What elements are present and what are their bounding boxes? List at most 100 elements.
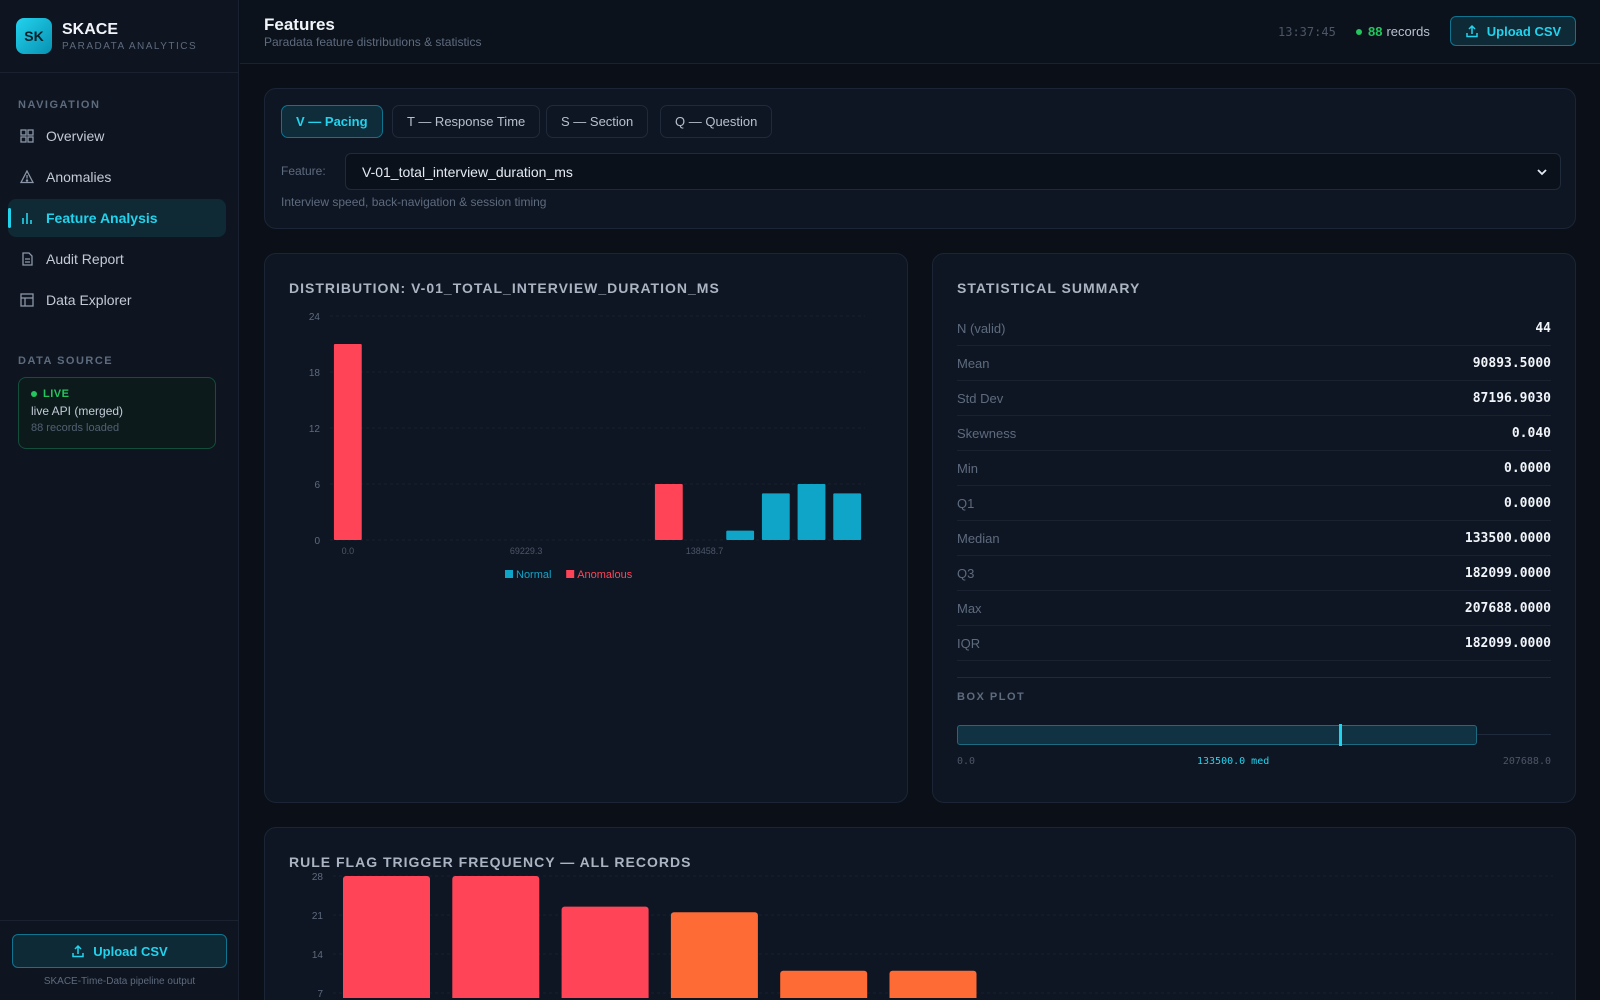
- legend-label: Normal: [516, 569, 551, 581]
- nav-label: Anomalies: [46, 169, 112, 185]
- upload-icon: [1465, 24, 1479, 38]
- rule-flag-bar: [889, 970, 977, 998]
- boxplot-median: 133500.0 med: [1197, 756, 1270, 767]
- y-tick-label: 21: [312, 911, 324, 922]
- y-tick-label: 12: [309, 424, 321, 435]
- x-tick-label: 138458.7: [686, 546, 724, 556]
- stat-row-max: Max 207688.0000: [957, 591, 1551, 626]
- live-status-text: LIVE: [43, 388, 70, 400]
- x-tick-label: 69229.3: [510, 546, 543, 556]
- app-logo: SK: [16, 18, 52, 54]
- app-subtitle: PARADATA ANALYTICS: [62, 40, 198, 52]
- stat-key: N (valid): [957, 320, 1006, 336]
- main-nav: Overview Anomalies Feature Analysis Audi…: [0, 117, 238, 319]
- records-count: 88: [1368, 24, 1383, 39]
- legend-label: Anomalous: [577, 569, 633, 581]
- warning-icon: [20, 170, 34, 184]
- header-upload-button[interactable]: Upload CSV: [1450, 16, 1576, 46]
- distribution-title: DISTRIBUTION: V-01_TOTAL_INTERVIEW_DURAT…: [289, 280, 720, 296]
- histogram-bar: [654, 484, 683, 540]
- data-source-card: LIVE live API (merged) 88 records loaded: [18, 377, 216, 449]
- feature-description: Interview speed, back-navigation & sessi…: [281, 195, 547, 209]
- rule-flag-bar: [670, 912, 758, 998]
- nav-label: Data Explorer: [46, 292, 132, 308]
- nav-label: Overview: [46, 128, 105, 144]
- feature-select-value: V-01_total_interview_duration_ms: [362, 163, 573, 180]
- nav-item-overview[interactable]: Overview: [8, 117, 226, 155]
- boxplot-median-marker: [1339, 724, 1342, 746]
- sidebar-upload-button[interactable]: Upload CSV: [12, 934, 227, 968]
- legend-swatch: [566, 570, 575, 578]
- brand: SK SKACE PARADATA ANALYTICS: [0, 0, 238, 73]
- grid-icon: [20, 129, 34, 143]
- distribution-chart: 0 6 12 18 24 0.0 69229.3 138458.7 Normal Anomalou…: [309, 312, 865, 581]
- histogram-bar: [797, 484, 826, 540]
- tab-question[interactable]: Q — Question: [660, 105, 773, 138]
- histogram-bar: [761, 493, 790, 540]
- histogram-bar: [833, 493, 862, 540]
- tab-response-time[interactable]: T — Response Time: [392, 105, 541, 138]
- app-name: SKACE: [62, 20, 119, 38]
- pipeline-caption: SKACE-Time-Data pipeline output: [43, 976, 196, 987]
- stat-row-iqr: IQR 182099.0000: [957, 626, 1551, 661]
- status-dot-icon: [1356, 28, 1362, 35]
- stat-row-min: Min 0.0000: [957, 451, 1551, 486]
- stat-key: IQR: [957, 635, 981, 651]
- nav-item-data-explorer[interactable]: Data Explorer: [8, 281, 226, 319]
- rule-flag-title: RULE FLAG TRIGGER FREQUENCY — ALL RECORD…: [289, 854, 692, 870]
- stat-row-q3: Q3 182099.0000: [957, 556, 1551, 591]
- boxplot-label: BOX PLOT: [957, 691, 1026, 703]
- tab-section[interactable]: S — Section: [546, 105, 649, 138]
- stat-key: Std Dev: [957, 390, 1004, 406]
- stat-row-median: Median 133500.0000: [957, 521, 1551, 556]
- nav-item-feature-analysis[interactable]: Feature Analysis: [8, 199, 226, 237]
- records-label: records: [1386, 24, 1430, 39]
- sidebar: SK SKACE PARADATA ANALYTICS NAVIGATION O…: [0, 0, 239, 1000]
- stat-value: 87196.9030: [1472, 390, 1551, 406]
- stats-title: STATISTICAL SUMMARY: [957, 280, 1141, 296]
- stat-value: 90893.5000: [1472, 355, 1551, 371]
- bar-chart-icon: [20, 211, 34, 225]
- rule-flag-panel: RULE FLAG TRIGGER FREQUENCY — ALL RECORD…: [264, 827, 1576, 1000]
- stat-value: 0.040: [1511, 425, 1551, 441]
- stat-key: Q1: [957, 495, 975, 511]
- y-tick-label: 0: [314, 536, 320, 547]
- stat-key: Median: [957, 530, 1000, 546]
- nav-section-label: NAVIGATION: [18, 99, 101, 111]
- statistical-summary-panel: STATISTICAL SUMMARY N (valid) 44 Mean 9089…: [932, 253, 1576, 803]
- distribution-panel: DISTRIBUTION: V-01_TOTAL_INTERVIEW_DURAT…: [264, 253, 908, 803]
- feature-label: Feature:: [281, 164, 326, 178]
- boxplot-box: [957, 725, 1477, 745]
- nav-item-audit-report[interactable]: Audit Report: [8, 240, 226, 278]
- feature-select[interactable]: V-01_total_interview_duration_ms: [345, 153, 1561, 190]
- y-tick-label: 6: [314, 480, 320, 491]
- divider: [957, 677, 1551, 678]
- top-header: Features Paradata feature distributions …: [240, 0, 1600, 64]
- tab-pacing[interactable]: V — Pacing: [281, 105, 383, 138]
- y-tick-label: 24: [309, 312, 321, 323]
- rule-flag-bar: [780, 970, 868, 998]
- nav-item-anomalies[interactable]: Anomalies: [8, 158, 226, 196]
- stat-row-skewness: Skewness 0.040: [957, 416, 1551, 451]
- histogram-bar: [333, 344, 362, 540]
- chevron-down-icon: [1536, 165, 1548, 181]
- stat-key: Skewness: [957, 425, 1017, 441]
- rule-flag-bar: [561, 906, 649, 998]
- nav-label: Feature Analysis: [46, 210, 158, 226]
- histogram-bar: [726, 530, 755, 540]
- nav-label: Audit Report: [46, 251, 124, 267]
- rule-flag-bar: [343, 876, 430, 998]
- stat-key: Q3: [957, 565, 975, 581]
- stat-key: Max: [957, 600, 982, 616]
- x-tick-label: 0.0: [342, 546, 355, 556]
- upload-icon: [71, 944, 85, 958]
- records-badge: 88 records: [1356, 24, 1430, 39]
- stat-value: 182099.0000: [1464, 565, 1551, 581]
- data-source-label: DATA SOURCE: [18, 355, 114, 367]
- page-title: Features: [264, 15, 335, 34]
- stat-row-mean: Mean 90893.5000: [957, 346, 1551, 381]
- stat-row-n-valid: N (valid) 44: [957, 311, 1551, 346]
- y-tick-label: 7: [317, 989, 323, 998]
- stat-value: 182099.0000: [1464, 635, 1551, 651]
- stat-value: 207688.0000: [1464, 600, 1551, 616]
